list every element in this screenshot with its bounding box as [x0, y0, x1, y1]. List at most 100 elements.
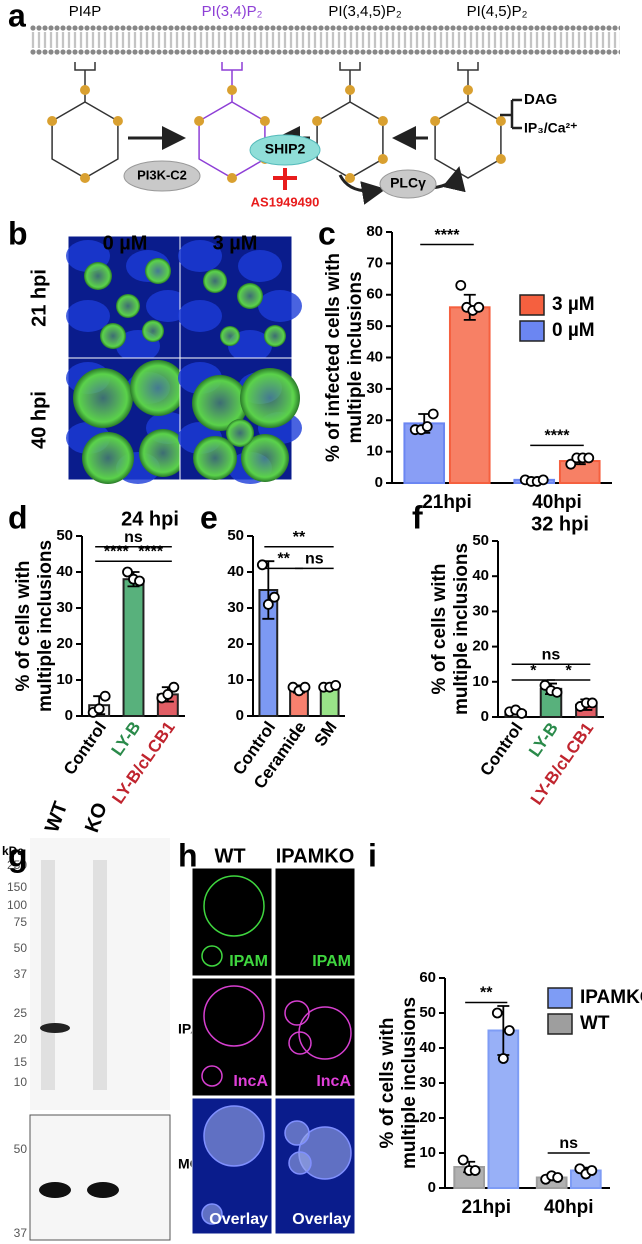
y-tick-label: 0 — [236, 707, 244, 724]
marker-label: 50 — [14, 941, 28, 955]
x-tick-label: SM — [310, 718, 340, 750]
nucleus — [258, 290, 302, 322]
inclusion — [100, 323, 126, 349]
data-point — [586, 697, 598, 709]
panel-label: a — [8, 0, 26, 33]
significance-label: **** — [545, 428, 571, 445]
y-tick-label: 40 — [227, 563, 244, 580]
y-axis-label: % of infected cells with — [323, 253, 344, 462]
row-label: 40 hpi — [28, 391, 50, 449]
y-tick-label: 60 — [366, 286, 383, 303]
ring — [434, 101, 502, 179]
y-axis-label: multiple inclusions — [399, 997, 420, 1169]
significance-label: ns — [124, 529, 143, 546]
data-point — [262, 599, 274, 610]
y-tick-label: 0 — [65, 707, 73, 724]
inclusion — [264, 325, 286, 347]
y-tick-label: 40 — [56, 563, 73, 580]
significance-label: * — [566, 662, 573, 679]
channel-label: IPAM — [312, 953, 351, 970]
y-tick-label: 50 — [419, 1004, 436, 1021]
enzyme — [379, 169, 437, 199]
blot — [29, 1114, 171, 1241]
lipid-label: PI4P — [69, 3, 102, 20]
inclusion — [82, 432, 134, 484]
y-tick-label: 30 — [56, 599, 73, 616]
nucleus — [238, 250, 282, 282]
phosphate — [377, 154, 388, 164]
y-tick-label: 50 — [472, 532, 489, 549]
micrograph-grid — [66, 235, 302, 484]
inclusion — [288, 1031, 312, 1055]
nucleus — [178, 240, 222, 272]
phosphate — [345, 85, 355, 95]
data-point — [473, 301, 485, 313]
legend-label: 3 µM — [552, 294, 595, 315]
panel-label: f — [412, 499, 423, 535]
y-tick-label: 0 — [428, 1179, 436, 1196]
inclusion — [237, 283, 263, 309]
legend-label: WT — [580, 1013, 610, 1034]
band — [39, 1182, 71, 1198]
row-label: 21 hpi — [28, 269, 50, 327]
enzyme-label: SHIP2 — [265, 141, 306, 157]
phosphate — [194, 116, 205, 126]
arrow — [338, 174, 386, 205]
y-axis-label: multiple inclusions — [35, 540, 56, 712]
phosphate — [495, 116, 506, 126]
inclusion — [201, 945, 223, 967]
significance-label: ns — [542, 646, 561, 663]
nucleus — [178, 300, 222, 332]
panel-label: g — [8, 837, 28, 873]
data-point — [586, 1165, 598, 1176]
data-point — [455, 279, 467, 291]
micrograph — [191, 867, 273, 977]
marker-label: 25 — [14, 1006, 28, 1020]
y-tick-label: 20 — [56, 635, 73, 652]
y-tick-label: 50 — [56, 527, 73, 544]
legend-swatch — [547, 1013, 573, 1035]
y-tick-label: 50 — [227, 527, 244, 544]
inclusion — [145, 258, 171, 284]
phosphate — [112, 116, 123, 126]
significance-label: **** — [138, 543, 164, 560]
lane-smear — [41, 860, 107, 1090]
y-axis-label: % of cells with — [429, 564, 450, 695]
y-axis-label: multiple inclusions — [451, 543, 472, 715]
panel-labels: a b c d e f g h i — [8, 0, 423, 873]
phosphate — [80, 85, 90, 95]
phosphate — [227, 173, 237, 183]
lipid-label: PI(3,4)P₂ — [202, 3, 263, 20]
legend-label: 0 µM — [552, 320, 595, 341]
channel-label: Overlay — [209, 1211, 268, 1228]
chart-title: 24 hpi — [121, 508, 179, 530]
marker-label: 250 — [7, 858, 27, 872]
inclusion — [203, 985, 265, 1047]
x-tick-label: Control — [60, 718, 110, 778]
column-label: 3 µM — [213, 232, 258, 254]
channel-label: IncA — [316, 1073, 351, 1090]
marker-label: 37 — [14, 1226, 28, 1240]
band — [40, 1023, 70, 1033]
marker-label: 75 — [14, 915, 28, 929]
phosphate — [345, 173, 355, 183]
inclusion — [84, 262, 112, 290]
inclusion — [193, 436, 237, 480]
y-tick-label: 60 — [419, 969, 436, 986]
inclusion — [298, 1006, 352, 1060]
data-point — [551, 686, 563, 698]
channel-label: Overlay — [292, 1211, 351, 1228]
column-label: 0 µM — [103, 232, 148, 254]
panel-label: d — [8, 499, 28, 535]
anchor — [74, 62, 96, 102]
band — [87, 1182, 119, 1198]
panel-label: i — [368, 837, 377, 873]
data-point — [537, 474, 549, 486]
y-tick-label: 80 — [366, 223, 383, 240]
data-point — [565, 458, 577, 470]
legend-swatch — [519, 320, 545, 342]
micrograph — [274, 977, 356, 1097]
y-tick-label: 20 — [419, 1109, 436, 1126]
